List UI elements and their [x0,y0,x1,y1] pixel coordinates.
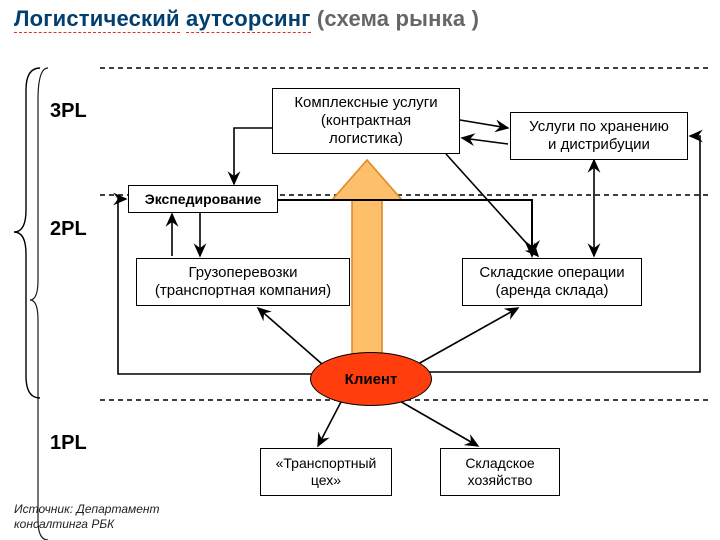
brace-outer [30,68,48,540]
node-complex-services: Комплексные услуги(контрактнаялогистика) [272,88,460,154]
node-housekeep-label: Складскоехозяйство [465,455,534,489]
node-storage-label: Услуги по хранениюи дистрибуции [529,118,669,154]
node-warehouse-label: Складские операции(аренда склада) [479,264,624,300]
node-expedition: Экспедирование [128,185,278,213]
label-3pl: 3PL [50,100,87,123]
brace-top [14,68,40,398]
node-exped-label: Экспедирование [145,191,261,208]
client-label: Клиент [345,371,398,388]
node-complex-label: Комплексные услуги(контрактнаялогистика) [294,94,437,148]
node-storage-distribution: Услуги по хранениюи дистрибуции [510,112,688,160]
label-1pl: 1PL [50,432,87,455]
node-transport-label: «Транспортныйцех» [276,455,377,489]
node-transport-shop: «Транспортныйцех» [260,448,392,496]
node-warehouse-ops: Складские операции(аренда склада) [462,258,642,306]
node-client: Клиент [310,352,432,406]
source-credit: Источник: Департамент консалтинга РБК [14,502,194,532]
label-2pl: 2PL [50,218,87,241]
node-freight: Грузоперевозки(транспортная компания) [136,258,350,306]
node-freight-label: Грузоперевозки(транспортная компания) [155,264,331,300]
node-storage-house: Складскоехозяйство [440,448,560,496]
